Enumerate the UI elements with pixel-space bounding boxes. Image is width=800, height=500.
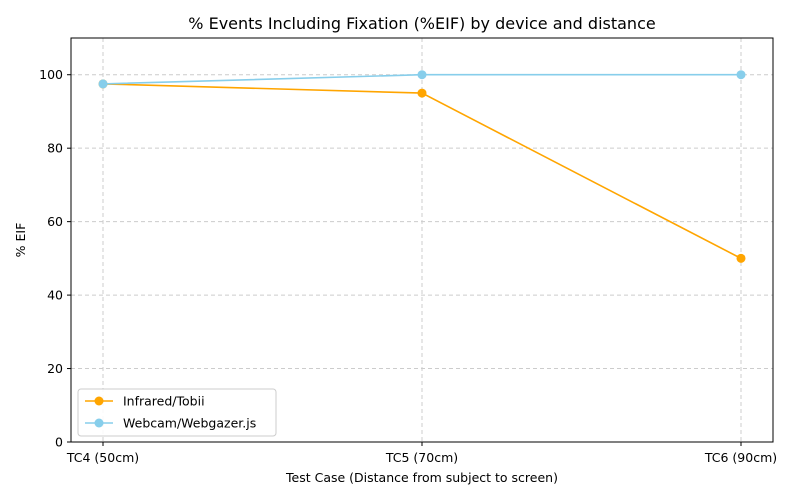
y-tick-label: 20	[47, 361, 63, 376]
legend-box	[77, 388, 277, 437]
data-point	[417, 70, 427, 80]
legend-label: Webcam/Webgazer.js	[123, 416, 256, 431]
x-axis-label: Test Case (Distance from subject to scre…	[285, 470, 558, 485]
y-tick-label: 40	[47, 288, 63, 303]
y-tick-label: 80	[47, 141, 63, 156]
legend-swatch-marker	[94, 418, 104, 428]
chart-title: % Events Including Fixation (%EIF) by de…	[188, 14, 655, 33]
series-lines	[98, 70, 746, 263]
x-tick-label: TC6 (90cm)	[704, 450, 777, 465]
y-tick-label: 0	[55, 435, 63, 450]
grid-lines	[71, 38, 773, 443]
data-point	[736, 253, 746, 263]
y-axis-label: % EIF	[13, 223, 28, 258]
legend: Infrared/Tobii Webcam/Webgazer.js	[77, 388, 277, 437]
y-axis-ticks: 0 20 40 60 80 100	[39, 67, 71, 450]
data-point	[417, 88, 427, 98]
x-axis-ticks: TC4 (50cm) TC5 (70cm) TC6 (90cm)	[66, 442, 777, 465]
x-tick-label: TC4 (50cm)	[66, 450, 139, 465]
data-point	[98, 79, 108, 89]
x-tick-label: TC5 (70cm)	[385, 450, 458, 465]
legend-swatch-marker	[94, 396, 104, 406]
legend-label: Infrared/Tobii	[123, 394, 205, 409]
data-point	[736, 70, 746, 80]
y-tick-label: 60	[47, 214, 63, 229]
y-tick-label: 100	[39, 67, 63, 82]
